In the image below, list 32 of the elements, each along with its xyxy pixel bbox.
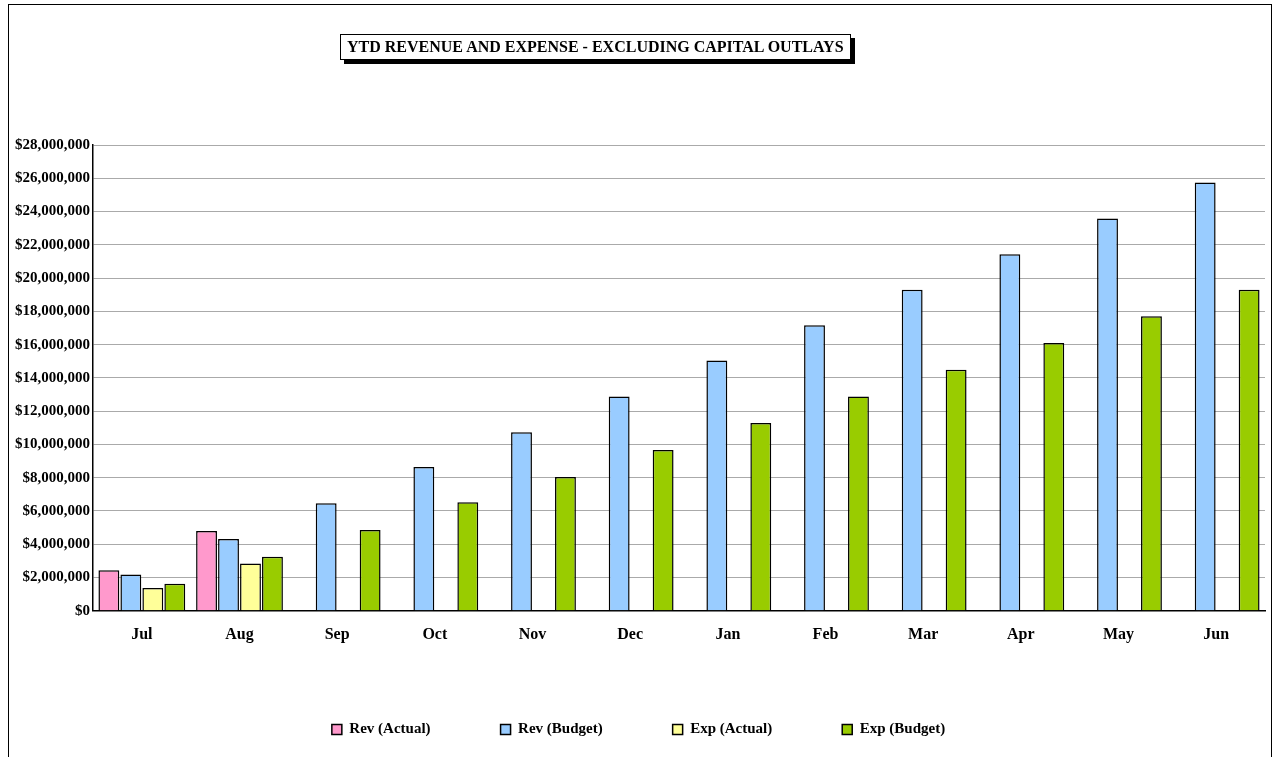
x-tick-label: Jan xyxy=(715,624,741,642)
x-tick-label: Mar xyxy=(908,624,939,642)
y-tick-label: $12,000,000 xyxy=(15,402,90,419)
y-tick-label: $4,000,000 xyxy=(22,535,90,552)
legend-label: Rev (Actual) xyxy=(349,720,431,738)
x-tick-label: Jul xyxy=(131,624,154,642)
y-tick-label: $28,000,000 xyxy=(15,135,90,152)
y-tick-label: $22,000,000 xyxy=(15,235,90,252)
legend-label: Exp (Budget) xyxy=(859,720,946,738)
y-tick-label: $18,000,000 xyxy=(15,302,90,319)
x-tick-label: Oct xyxy=(422,624,448,642)
x-tick-label: Feb xyxy=(812,624,839,642)
y-tick-label: $2,000,000 xyxy=(22,568,90,585)
y-tick-label: $6,000,000 xyxy=(22,501,90,518)
y-tick-label: $8,000,000 xyxy=(22,468,90,485)
x-tick-label: Nov xyxy=(518,624,547,642)
legend-label: Exp (Actual) xyxy=(690,720,773,738)
x-tick-label: Sep xyxy=(324,624,350,643)
legend-label: Rev (Budget) xyxy=(518,720,603,738)
y-tick-label: $10,000,000 xyxy=(15,435,90,452)
x-tick-label: Dec xyxy=(617,624,644,642)
y-tick-label: $24,000,000 xyxy=(15,202,90,219)
chart-title: YTD REVENUE AND EXPENSE - EXCLUDING CAPITAL OUTLAYS xyxy=(340,34,851,60)
y-tick-label: $20,000,000 xyxy=(15,268,90,285)
x-tick-label: Jun xyxy=(1203,624,1230,642)
y-tick-label: $26,000,000 xyxy=(15,169,90,186)
y-tick-label: $0 xyxy=(75,601,90,618)
y-tick-label: $14,000,000 xyxy=(15,368,90,385)
x-tick-label: Aug xyxy=(225,624,254,643)
x-tick-label: May xyxy=(1102,624,1135,643)
y-tick-label: $16,000,000 xyxy=(15,335,90,352)
x-tick-label: Apr xyxy=(1007,624,1035,643)
